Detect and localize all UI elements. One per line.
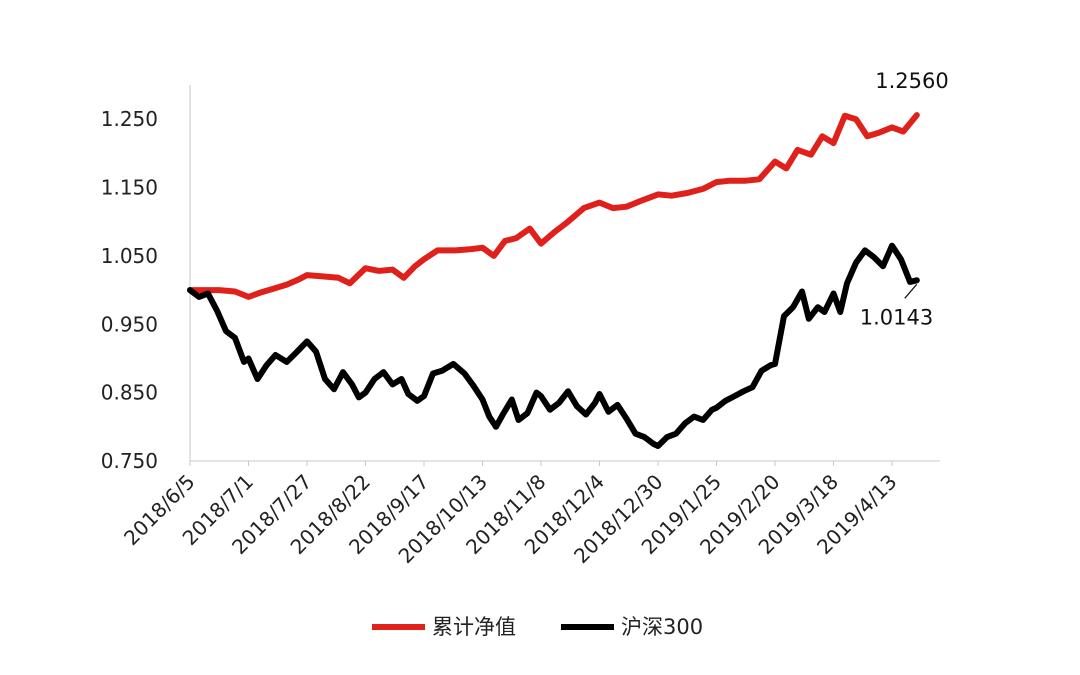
y-tick-label: 0.950 [101, 312, 158, 336]
annotations: 1.2560 1.0143 [860, 69, 949, 329]
y-tick-label: 0.850 [101, 381, 158, 405]
series-line-nav [187, 112, 920, 300]
y-tick-label: 1.050 [101, 244, 158, 268]
legend-item-nav: 累计净值 [432, 615, 516, 639]
y-axis: 1.250 1.150 1.050 0.950 0.850 0.750 [101, 85, 191, 473]
series-layer [187, 112, 920, 449]
y-tick-label: 1.150 [101, 176, 158, 200]
y-tick-label: 1.250 [101, 107, 158, 131]
series-line-csi300 [187, 242, 920, 449]
legend: 累计净值 沪深300 [372, 615, 703, 639]
legend-item-csi300: 沪深300 [621, 615, 703, 639]
y-tick-label: 0.750 [101, 449, 158, 473]
leader-line [904, 283, 918, 299]
end-value-label-nav: 1.2560 [875, 69, 948, 93]
x-axis: 2018/6/52018/7/12018/7/272018/8/222018/9… [119, 460, 940, 568]
end-value-label-csi300: 1.0143 [860, 305, 933, 329]
